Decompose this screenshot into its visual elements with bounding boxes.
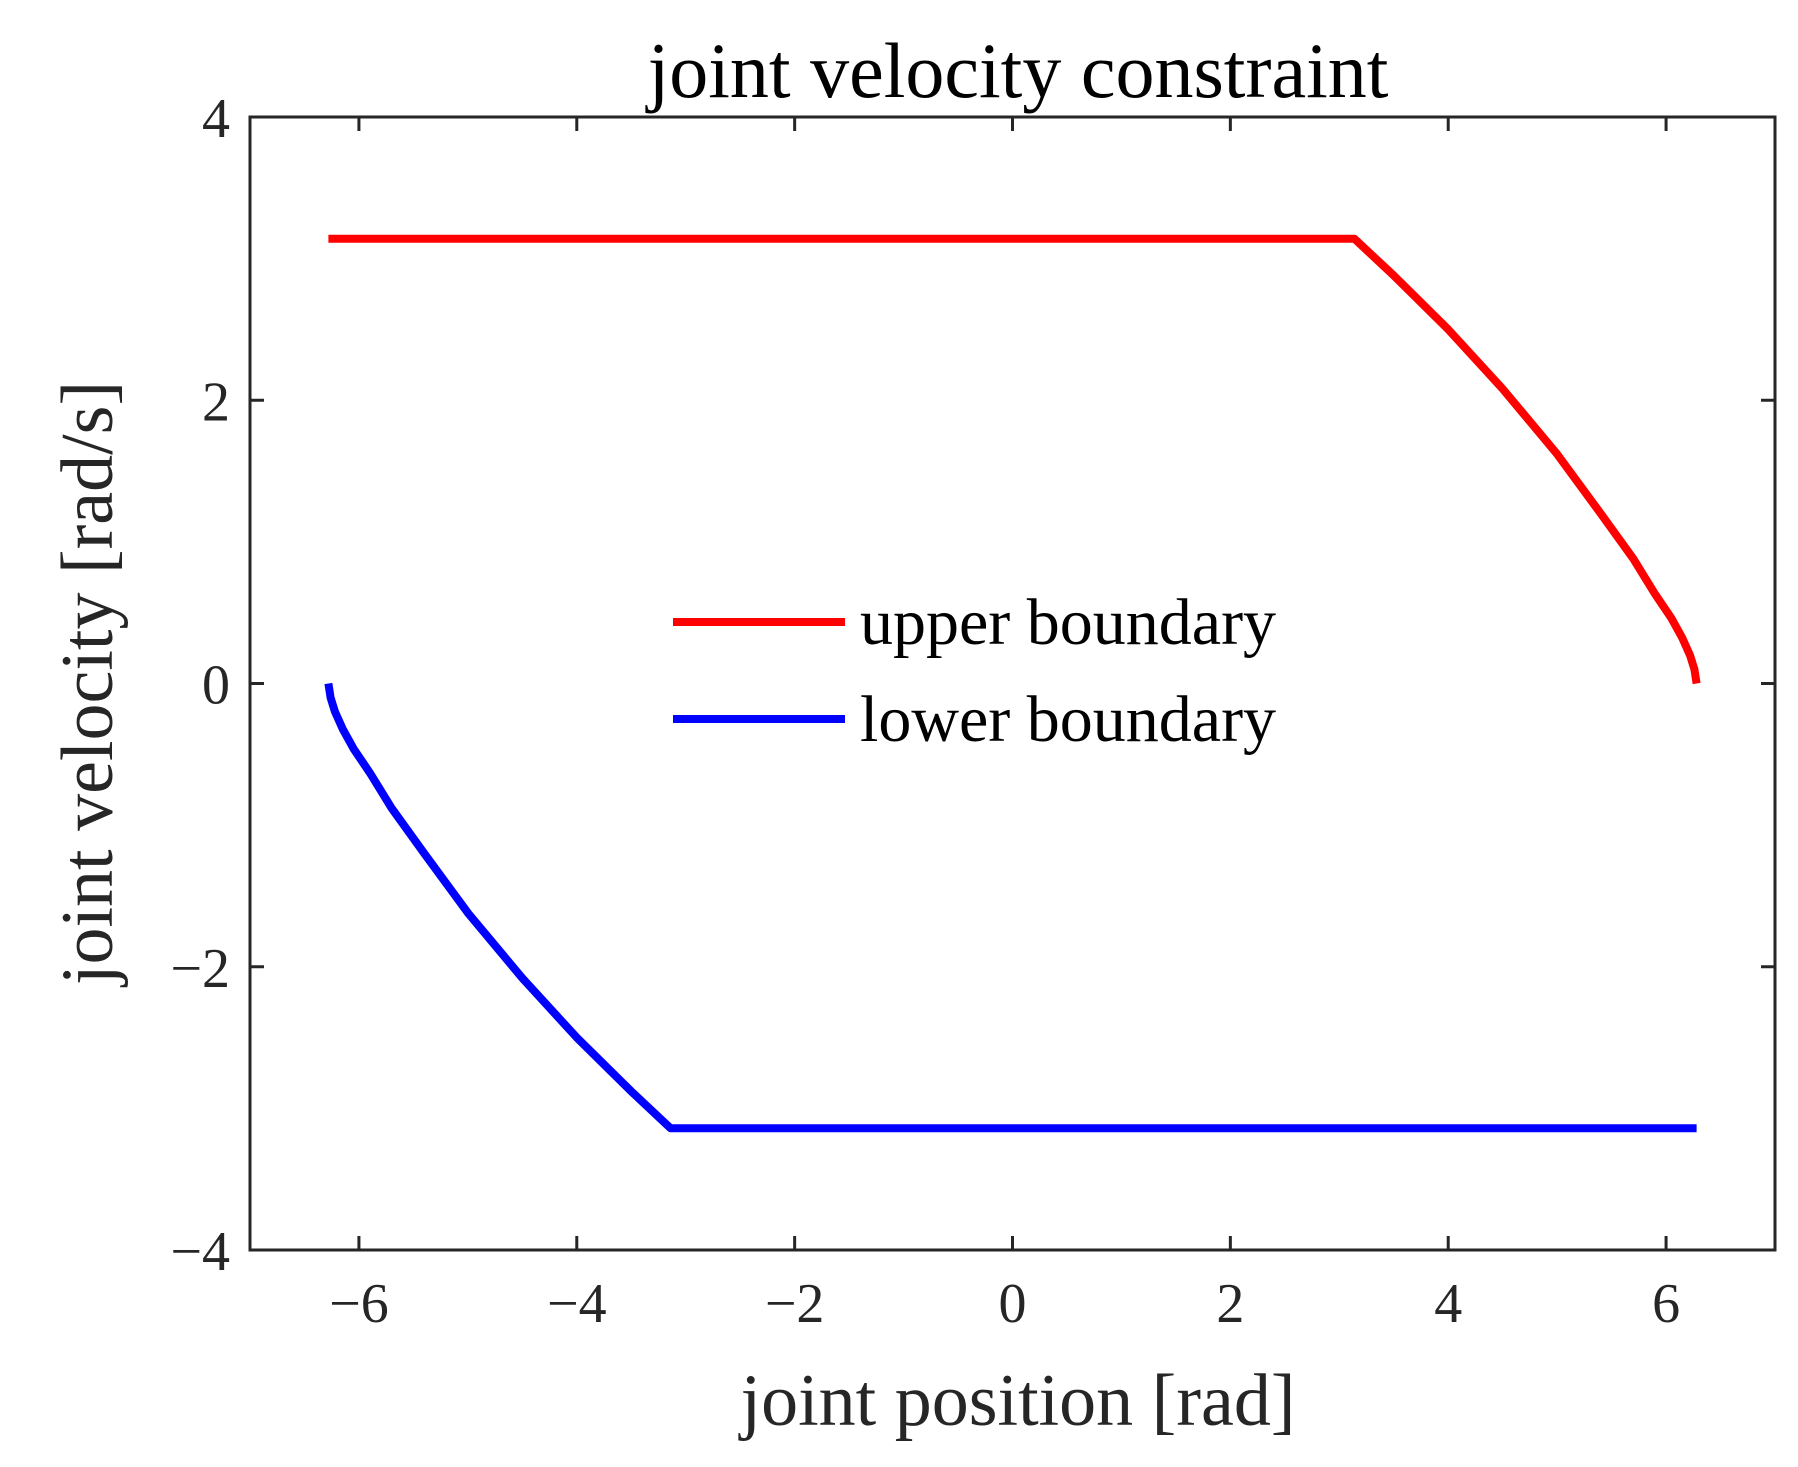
legend: upper boundary lower boundary	[673, 586, 1276, 756]
x-tick-label: −6	[329, 1273, 389, 1335]
x-axis-title: joint position [rad]	[738, 1360, 1296, 1442]
axis-ticks: −6 −4 −2 0 2 4 6 −4 −2 0 2 4	[170, 88, 1775, 1335]
x-tick-label: 4	[1434, 1273, 1462, 1335]
y-tick-label: 2	[202, 371, 230, 433]
y-tick-label: −4	[170, 1221, 230, 1283]
y-tick-label: −2	[170, 938, 230, 1000]
legend-label: lower boundary	[860, 683, 1276, 756]
series-lines	[324, 234, 1701, 1133]
x-tick-label: 6	[1652, 1273, 1680, 1335]
axes-box	[248, 115, 1777, 1252]
x-tick-label: −2	[765, 1273, 825, 1335]
y-tick-label: 0	[202, 655, 230, 717]
x-tick-label: 2	[1216, 1273, 1244, 1335]
x-tick-label: 0	[999, 1273, 1027, 1335]
legend-label: upper boundary	[860, 586, 1276, 659]
chart-title: joint velocity constraint	[645, 27, 1389, 114]
y-tick-label: 4	[202, 88, 230, 150]
x-tick-label: −4	[547, 1273, 607, 1335]
series-line-lower	[324, 682, 1697, 1133]
y-axis-title: joint velocity [rad/s]	[47, 381, 129, 988]
plot-area	[248, 115, 1777, 1252]
series-line-upper	[328, 234, 1701, 685]
